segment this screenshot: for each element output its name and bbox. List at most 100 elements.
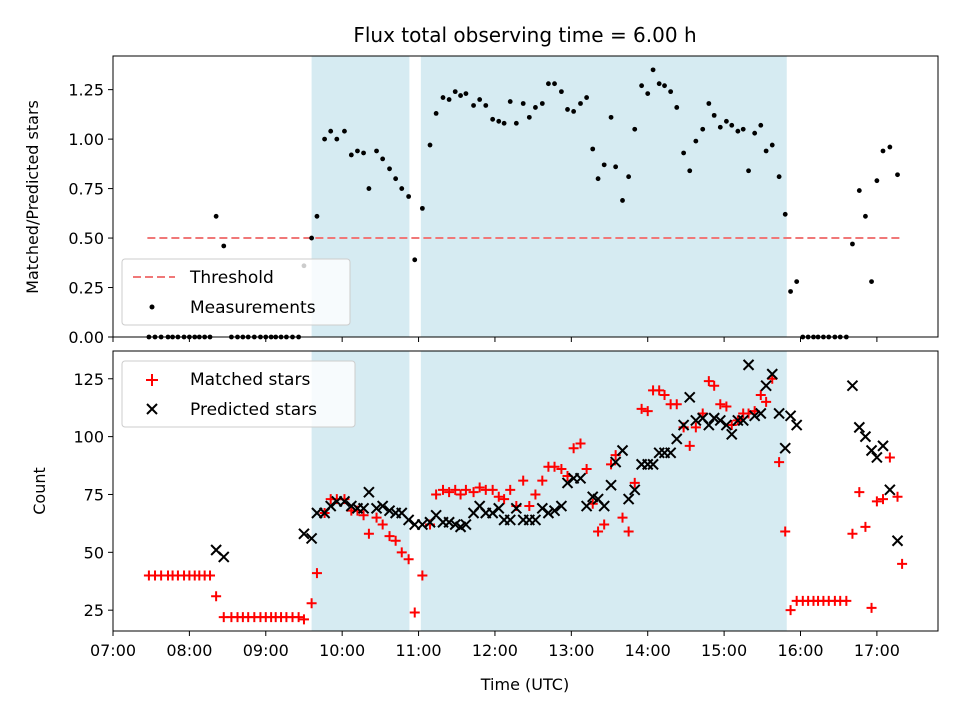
matched-star-point [726,420,737,431]
matched-star-point [654,385,665,396]
measurement-point [490,116,496,122]
matched-star-point [593,526,604,537]
measurement-point [458,93,463,98]
measurement-point [869,279,874,284]
matched-star-point [715,399,726,410]
measurement-point [328,128,334,134]
matched-star-point [684,440,695,451]
bottom-predicted-points [210,359,904,563]
measurement-point [419,205,425,211]
matched-star-point [487,484,498,495]
measurement-point [387,166,392,172]
matched-star-point [363,528,374,539]
predicted-star-point [218,551,230,563]
measurement-point [887,144,893,150]
predicted-star-point [402,514,415,526]
measurement-point [452,89,458,95]
x-tick-label: 07:00 [90,641,136,660]
y-tick-label: 0.25 [68,279,104,298]
matched-star-point [311,568,322,579]
matched-star-point [384,531,395,542]
measurement-point [693,138,699,144]
legend-matched-label: Matched stars [190,370,310,390]
measurement-point [645,91,651,96]
matched-star-point [721,401,732,412]
measurement-point [769,142,775,148]
top-legend: Threshold Measurements [121,258,351,326]
measurement-point [380,156,386,162]
matched-star-point [878,494,888,505]
measurement-point [578,101,583,106]
measurement-point [213,213,219,219]
predicted-star-point [865,444,878,457]
predicted-star-point [561,477,574,489]
matched-star-point [690,422,701,433]
measurement-point [565,107,570,112]
y-tick-label: 75 [84,485,104,504]
top-x-ticks [112,337,878,342]
x-tick-label: 14:00 [625,641,671,660]
bottom-x-axis-label: Time (UTC) [480,675,569,694]
x-tick-label: 09:00 [243,641,289,660]
matched-star-point [617,512,628,523]
predicted-star-point [363,486,375,498]
legend-measurements-label: Measurements [190,298,316,318]
predicted-star-point [504,514,516,526]
predicted-star-point [460,518,472,531]
predicted-star-point [580,500,593,512]
matched-star-point [493,491,504,502]
x-tick-label: 10:00 [319,641,365,660]
predicted-star-point [773,407,785,420]
predicted-star-point [443,516,455,528]
matched-star-point [761,396,772,407]
predicted-star-point [529,514,542,526]
predicted-star-point [609,456,622,468]
bottom-legend-box [121,360,356,428]
predicted-star-point [859,430,872,443]
measurement-point [221,243,227,249]
y-tick-label: 0.75 [68,180,104,199]
x-tick-label: 17:00 [854,641,900,660]
matched-star-point [755,389,766,400]
measurement-point [366,186,372,191]
bottom-shading [311,351,787,631]
top-panel: 0.00 0.25 0.50 0.75 1.00 1.25 Matched/Predict… [23,55,939,347]
predicted-star-point [690,414,702,427]
matched-star-point [530,489,541,500]
predicted-star-point [510,502,523,515]
measurement-point [782,211,788,217]
measurement-point [314,213,320,219]
matched-star-point [403,554,414,565]
measurement-point [717,124,723,130]
predicted-star-point [486,507,499,519]
y-tick-label: 0.00 [68,328,104,347]
top-shading [311,56,787,337]
measurement-point [794,279,800,284]
predicted-star-point [671,433,683,445]
measurement-point [309,235,315,241]
measurement-point [711,112,717,118]
y-tick-label: 125 [73,370,104,389]
predicted-star-point [357,502,370,515]
predicted-star-point [779,442,791,454]
predicted-star-point [884,484,896,496]
y-tick-label: 50 [84,543,104,562]
measurement-point [595,176,601,182]
legend-matched-swatch [146,374,158,386]
predicted-star-point [755,407,767,420]
predicted-star-point [555,500,568,512]
x-tick-label: 08:00 [166,641,212,660]
matched-star-point [897,558,908,569]
measurement-point [361,150,366,156]
predicted-star-point [790,419,803,431]
matched-star-point [505,484,516,495]
matched-star-point [636,403,647,414]
predicted-star-point [370,502,383,515]
matched-star-point [774,457,785,468]
x-tick-label: 11:00 [396,641,442,660]
measurement-point [740,126,746,132]
top-axes-frame [112,55,939,338]
measurement-point [674,105,680,110]
measurement-point [687,168,693,174]
measurement-point [507,99,513,104]
